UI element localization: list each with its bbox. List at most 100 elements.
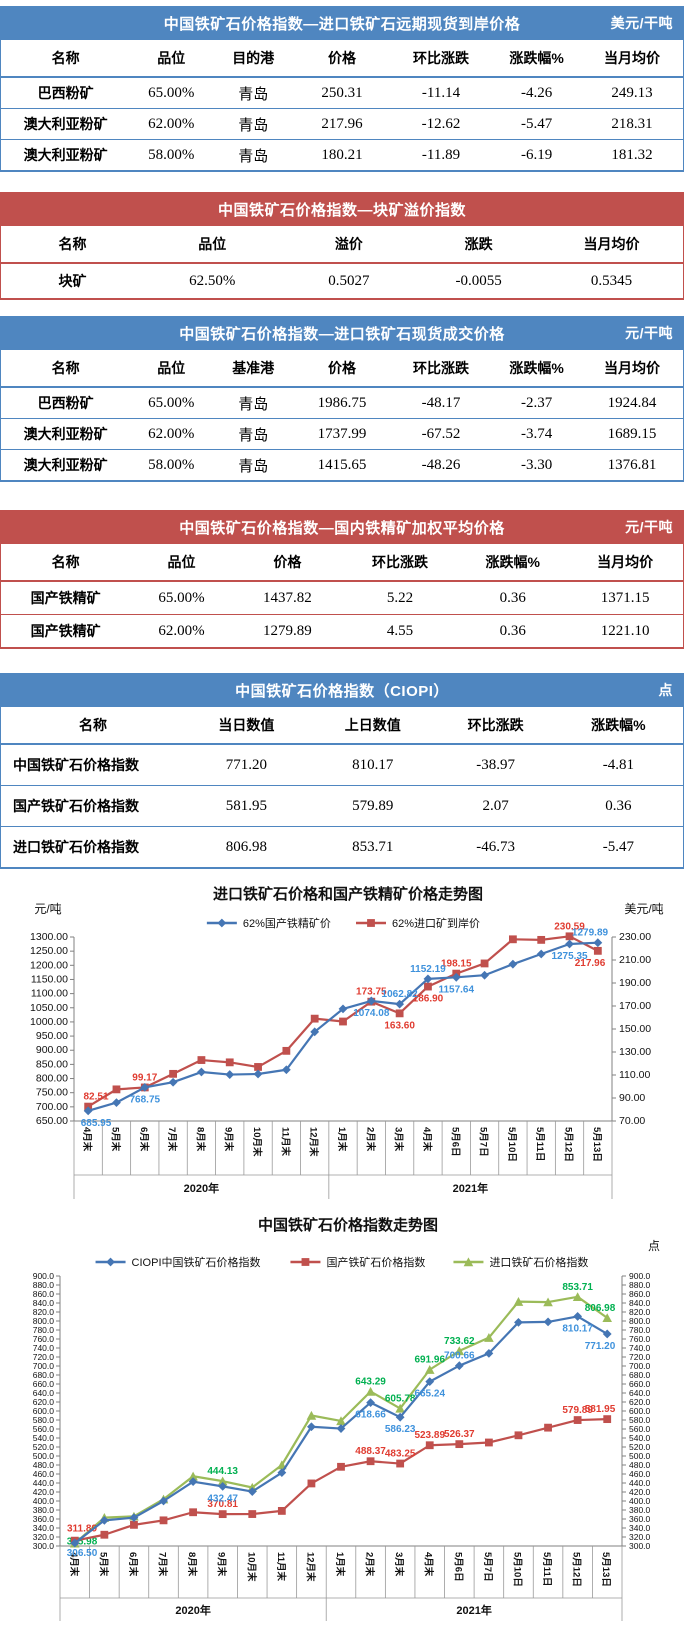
data-label: 306.50 [67, 1548, 98, 1559]
square-marker-icon [396, 1459, 405, 1468]
left-axis-unit: 元/吨 [34, 902, 61, 916]
left-tick-label: 900.0 [33, 1271, 55, 1281]
table-head: 中国铁矿石价格指数—国内铁精矿加权平均价格 元/干吨 名称 品位 价格 环比涨跌 涨跌幅% 当… [0, 510, 684, 582]
column-header: 当月均价 [567, 544, 684, 582]
square-marker-icon [225, 1058, 234, 1067]
data-label: 1275.35 [551, 951, 588, 962]
table-ciopi: 中国铁矿石价格指数（CIOPI）点名称 当日数值 上日数值 环比涨跌 涨跌幅% 中国铁矿石… [0, 673, 684, 869]
right-tick-label: 400.0 [629, 1496, 651, 1506]
square-marker-icon [514, 1431, 523, 1440]
value-cell: -5.47 [520, 115, 553, 132]
data-label: 523.89 [414, 1430, 445, 1441]
value-cell: 0.36 [499, 622, 526, 639]
square-marker-icon [310, 1014, 319, 1023]
left-tick-label: 420.0 [33, 1487, 55, 1497]
data-label: 806.98 [585, 1303, 616, 1314]
right-axis-unit: 点 [648, 1239, 660, 1253]
table-title: 中国铁矿石价格指数—进口铁矿石现货成交价格 [179, 325, 505, 343]
data-label: 432.47 [207, 1493, 238, 1504]
row-name: 巴西粉矿 [37, 85, 94, 101]
data-label: 1279.89 [572, 928, 609, 939]
right-tick-label: 900.0 [629, 1271, 651, 1281]
value-cell: -11.14 [421, 84, 461, 101]
data-label: 691.96 [414, 1355, 445, 1366]
value-cell: -4.26 [520, 84, 553, 101]
column-header-row: 名称 品位 基准港 价格 环比涨跌 涨跌幅% 当月均价 [0, 350, 684, 388]
row-name: 国产铁精矿 [30, 623, 101, 639]
diamond-marker-icon [168, 1077, 178, 1087]
left-tick-label: 540.0 [33, 1433, 55, 1443]
right-tick-label: 660.0 [629, 1379, 651, 1389]
column-header: 名称 [0, 350, 131, 388]
data-label: 230.59 [554, 921, 585, 932]
diamond-marker-icon [307, 1422, 316, 1432]
table-row: 进口铁矿石价格指数 806.98 853.71 -46.73 -5.47 [0, 827, 684, 868]
value-cell: -0.0055 [455, 272, 502, 289]
triangle-marker-icon [188, 1471, 198, 1481]
category-label: 3月末 [393, 1552, 405, 1577]
value-cell: 58.00% [148, 456, 195, 473]
left-tick-label: 700.0 [33, 1361, 55, 1371]
value-cell: 青岛 [238, 148, 269, 165]
category-label: 12月末 [304, 1552, 316, 1582]
value-cell: -48.26 [421, 456, 461, 473]
column-header: 基准港 [212, 350, 295, 388]
row-name: 中国铁矿石价格指数 [13, 757, 139, 773]
diamond-marker-icon [508, 959, 518, 969]
table-title-cell: 中国铁矿石价格指数—进口铁矿石远期现货到岸价格 美元/干吨 [0, 6, 684, 40]
data-label: 810.17 [562, 1323, 593, 1334]
value-cell: 1279.89 [262, 622, 312, 639]
square-marker-icon [367, 919, 375, 927]
column-header: 品位 [130, 40, 213, 78]
right-tick-label: 600.0 [629, 1406, 651, 1416]
row-name: 块矿 [58, 273, 87, 289]
left-tick-label: 850.00 [36, 1058, 68, 1070]
square-marker-icon [603, 1415, 612, 1424]
table-head: 中国铁矿石价格指数—进口铁矿石远期现货到岸价格 美元/干吨 名称 品位 目的港 价格 环比涨… [0, 6, 684, 78]
square-marker-icon [197, 1056, 206, 1064]
data-label: 163.60 [384, 1020, 415, 1031]
table-forward_price: 中国铁矿石价格指数—进口铁矿石远期现货到岸价格 美元/干吨 名称 品位 目的港 价格 环比涨… [0, 6, 684, 172]
right-tick-label: 440.0 [629, 1478, 651, 1488]
category-label: 5月12日 [563, 1127, 574, 1162]
right-tick-label: 800.0 [629, 1316, 651, 1326]
value-cell: 青岛 [238, 427, 269, 444]
table-title-bar: 中国铁矿石价格指数—进口铁矿石远期现货到岸价格 美元/干吨 [0, 6, 684, 40]
table-row: 中国铁矿石价格指数 771.20 810.17 -38.97 -4.81 [0, 744, 684, 786]
table-body: 中国铁矿石价格指数 771.20 810.17 -38.97 -4.81 国产铁矿石价格指… [0, 744, 684, 868]
category-label: 10月末 [251, 1127, 263, 1157]
triangle-marker-icon [463, 1257, 474, 1267]
triangle-marker-icon [484, 1333, 494, 1342]
right-tick-label: 320.0 [629, 1532, 651, 1542]
left-tick-label: 340.0 [33, 1523, 55, 1533]
square-marker-icon [277, 1507, 286, 1515]
table-row: 块矿 62.50% 0.5027 -0.0055 0.5345 [0, 263, 684, 299]
value-cell: 181.32 [611, 146, 653, 163]
right-tick-label: 380.0 [629, 1505, 651, 1515]
value-cell: 62.00% [148, 425, 195, 442]
table-title-cell: 中国铁矿石价格指数—块矿溢价指数 [0, 192, 684, 226]
left-tick-label: 1000.00 [30, 1016, 68, 1028]
table-title: 中国铁矿石价格指数—进口铁矿石远期现货到岸价格 [163, 15, 521, 33]
square-marker-icon [424, 982, 432, 991]
value-cell: 810.17 [352, 756, 394, 773]
import-domestic-price-trend-chart: 进口铁矿石价格和国产铁精矿价格走势图 元/吨 美元/吨 62%国产铁精矿价 62%进口矿… [0, 881, 684, 1210]
table-head: 中国铁矿石价格指数—块矿溢价指数 名称 品位 溢价 涨跌 当月均价 [0, 192, 684, 264]
diamond-marker-icon [536, 949, 546, 959]
left-tick-label: 820.0 [33, 1307, 55, 1317]
column-header: 名称 [0, 544, 131, 582]
right-tick-label: 560.0 [629, 1424, 651, 1434]
row-name: 国产铁矿石价格指数 [13, 798, 139, 814]
value-cell: 青岛 [238, 86, 269, 103]
category-label: 4月末 [423, 1552, 435, 1577]
left-tick-label: 1050.00 [30, 1002, 68, 1014]
left-tick-label: 460.0 [33, 1469, 55, 1479]
data-label: 665.24 [414, 1389, 445, 1400]
right-tick-label: 210.00 [619, 954, 651, 966]
column-header: 环比涨跌 [437, 707, 554, 745]
left-tick-label: 840.0 [33, 1298, 55, 1308]
data-label: 186.90 [413, 994, 444, 1005]
category-label: 9月末 [216, 1552, 228, 1577]
